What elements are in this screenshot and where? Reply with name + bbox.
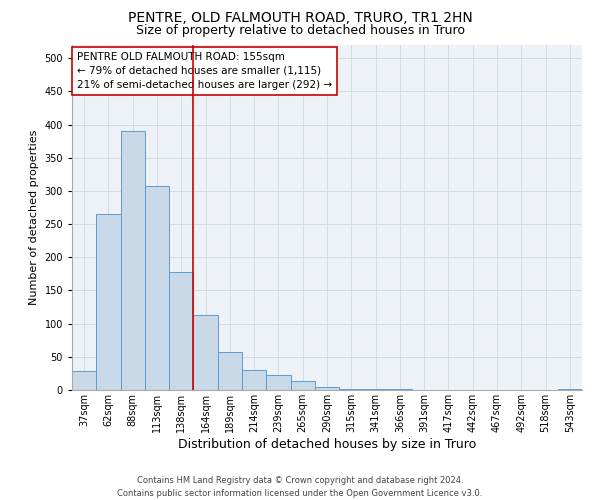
Bar	[218, 352, 242, 390]
Bar	[72, 372, 96, 390]
Text: PENTRE, OLD FALMOUTH ROAD, TRURO, TR1 2HN: PENTRE, OLD FALMOUTH ROAD, TRURO, TR1 2H…	[128, 11, 472, 25]
Text: PENTRE OLD FALMOUTH ROAD: 155sqm
← 79% of detached houses are smaller (1,115)
21: PENTRE OLD FALMOUTH ROAD: 155sqm ← 79% o…	[77, 52, 332, 90]
Bar	[96, 214, 121, 390]
Bar	[339, 388, 364, 390]
X-axis label: Distribution of detached houses by size in Truro: Distribution of detached houses by size …	[178, 438, 476, 450]
Bar	[266, 374, 290, 390]
Bar	[193, 315, 218, 390]
Bar	[121, 131, 145, 390]
Bar	[169, 272, 193, 390]
Y-axis label: Number of detached properties: Number of detached properties	[29, 130, 39, 305]
Text: Size of property relative to detached houses in Truro: Size of property relative to detached ho…	[136, 24, 464, 37]
Bar	[290, 382, 315, 390]
Bar	[145, 186, 169, 390]
Bar	[242, 370, 266, 390]
Text: Contains HM Land Registry data © Crown copyright and database right 2024.
Contai: Contains HM Land Registry data © Crown c…	[118, 476, 482, 498]
Bar	[558, 388, 582, 390]
Bar	[315, 386, 339, 390]
